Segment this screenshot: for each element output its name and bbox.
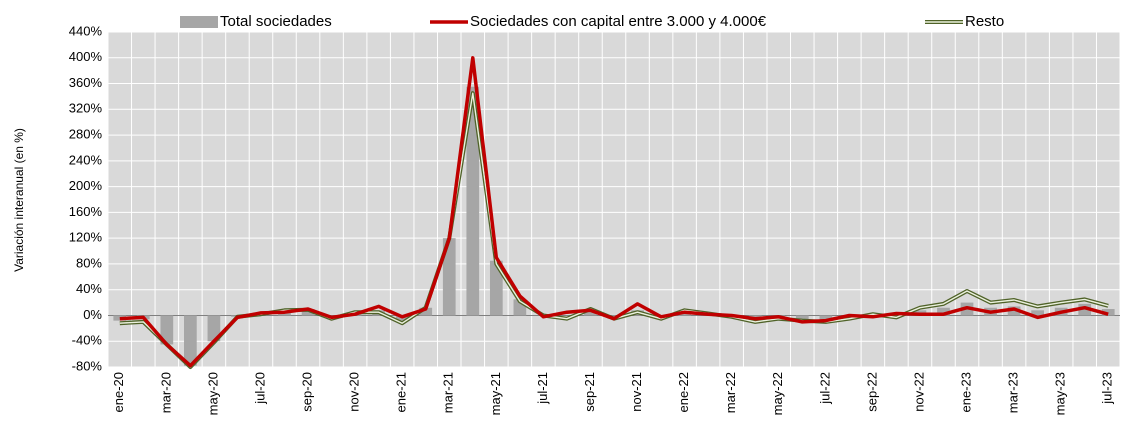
x-tick-label: mar-20 bbox=[158, 372, 173, 413]
legend-label: Sociedades con capital entre 3.000 y 4.0… bbox=[470, 13, 767, 30]
bar bbox=[584, 309, 597, 316]
x-tick-label: ene-20 bbox=[111, 372, 126, 412]
x-tick-label: jul-23 bbox=[1100, 372, 1115, 405]
x-tick-label: mar-21 bbox=[441, 372, 456, 413]
x-tick-label: ene-22 bbox=[676, 372, 691, 412]
y-tick-label: 0% bbox=[83, 307, 102, 322]
y-tick-label: 280% bbox=[69, 127, 103, 142]
x-tick-label: nov-20 bbox=[347, 372, 362, 412]
bar bbox=[1031, 310, 1044, 316]
y-tick-label: 40% bbox=[76, 281, 102, 296]
y-tick-label: 360% bbox=[69, 75, 103, 90]
y-tick-label: -40% bbox=[72, 333, 103, 348]
x-tick-label: sep-21 bbox=[582, 372, 597, 412]
x-tick-label: ene-21 bbox=[394, 372, 409, 412]
x-tick-label: may-22 bbox=[770, 372, 785, 415]
x-tick-label: nov-21 bbox=[629, 372, 644, 412]
bar bbox=[795, 315, 809, 322]
x-tick-label: may-20 bbox=[205, 372, 220, 415]
y-tick-label: 400% bbox=[69, 49, 103, 64]
x-tick-label: jul-21 bbox=[535, 372, 550, 405]
bar bbox=[489, 260, 503, 316]
x-tick-label: mar-22 bbox=[723, 372, 738, 413]
bar bbox=[207, 315, 221, 342]
y-tick-label: -80% bbox=[72, 358, 103, 373]
y-tick-label: 440% bbox=[69, 23, 103, 38]
legend-label: Total sociedades bbox=[220, 13, 332, 30]
bar bbox=[442, 238, 456, 316]
bar bbox=[184, 315, 197, 366]
y-axis-title: Variación interanual (en %) bbox=[12, 128, 26, 272]
bar bbox=[819, 315, 833, 322]
bar bbox=[1078, 303, 1092, 316]
x-tick-label: may-23 bbox=[1053, 372, 1068, 415]
bar bbox=[419, 307, 433, 316]
bar bbox=[466, 86, 480, 316]
bar bbox=[160, 315, 174, 345]
y-tick-label: 160% bbox=[69, 204, 103, 219]
x-tick-label: ene-23 bbox=[958, 372, 973, 412]
bar bbox=[1007, 306, 1021, 316]
bar bbox=[1101, 309, 1115, 316]
line bbox=[119, 56, 1109, 368]
x-tick-label: jul-22 bbox=[817, 372, 832, 405]
bar bbox=[937, 307, 950, 316]
y-tick-label: 200% bbox=[69, 178, 103, 193]
x-tick-label: sep-20 bbox=[299, 372, 314, 412]
y-tick-label: 240% bbox=[69, 152, 103, 167]
x-tick-label: jul-20 bbox=[252, 372, 267, 405]
legend-swatch bbox=[180, 16, 218, 28]
x-tick-label: sep-22 bbox=[864, 372, 879, 412]
legend-label: Resto bbox=[965, 13, 1004, 30]
x-tick-label: mar-23 bbox=[1006, 372, 1021, 413]
x-tick-label: may-21 bbox=[488, 372, 503, 415]
bar bbox=[301, 309, 315, 316]
y-tick-label: 120% bbox=[69, 230, 103, 245]
y-tick-label: 80% bbox=[76, 255, 102, 270]
y-tick-label: 320% bbox=[69, 101, 103, 116]
x-tick-label: nov-22 bbox=[911, 372, 926, 412]
